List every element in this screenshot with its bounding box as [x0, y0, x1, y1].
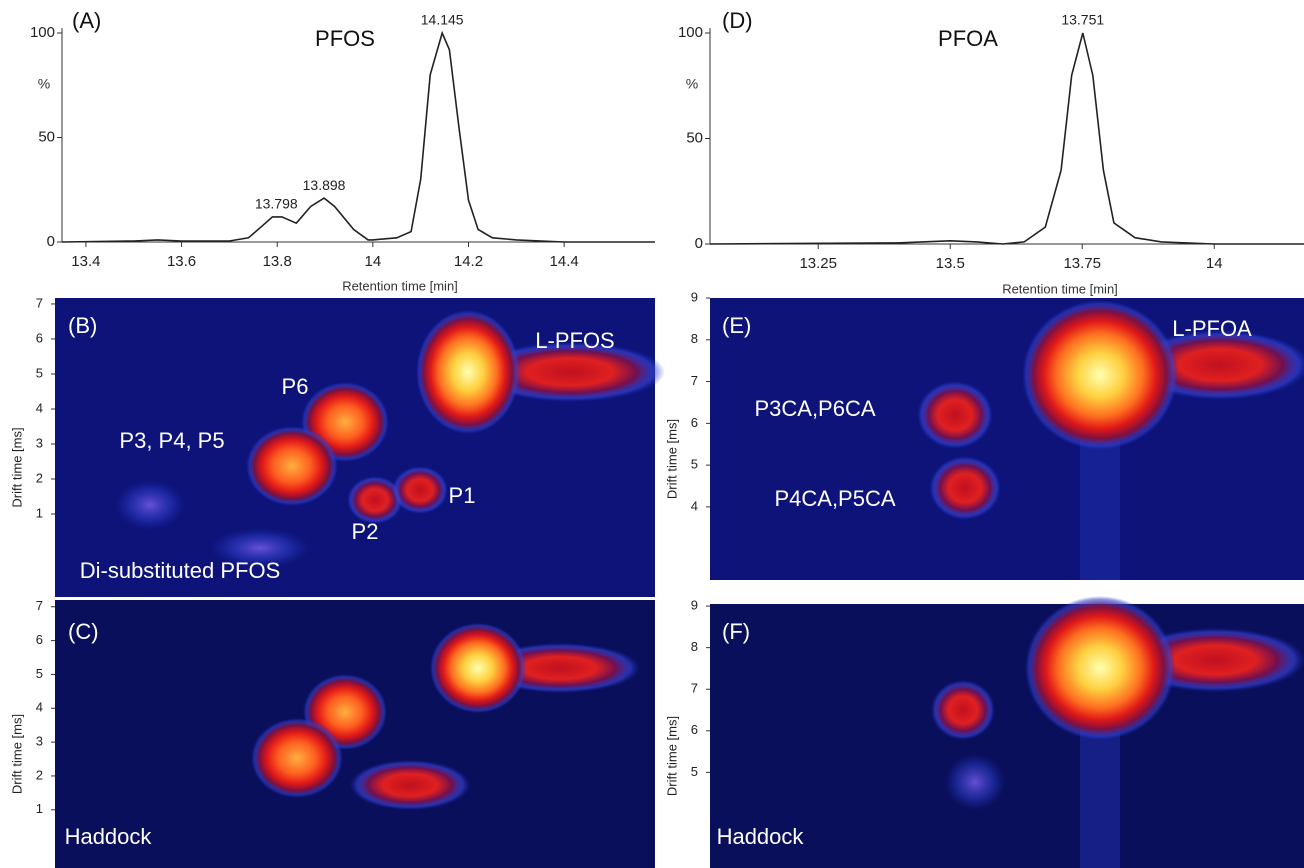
x-axis-label: Retention time [min]: [1002, 281, 1118, 296]
y-axis-label: Drift time [ms]: [9, 427, 24, 507]
y-axis-label: Drift time [ms]: [9, 714, 24, 794]
blob: [929, 456, 1001, 520]
blob: [251, 718, 343, 798]
y-tick-label: 7: [36, 598, 43, 613]
chromatogram-line: [61, 30, 655, 243]
chart-title: PFOS: [315, 26, 375, 51]
blob: [1022, 300, 1178, 450]
y-tick-label: 4: [36, 700, 43, 715]
y-tick-label: 6: [691, 722, 698, 737]
panel-label: (F): [722, 619, 750, 644]
panel-label: (E): [722, 313, 751, 338]
panel-label: (A): [72, 8, 101, 33]
heatmap-images: [55, 298, 1304, 868]
annotation: Di-substituted PFOS: [80, 558, 281, 583]
annotation: P1: [449, 483, 476, 508]
peak-label: 13.751: [1061, 12, 1104, 28]
y-tick-label: 2: [36, 767, 43, 782]
x-tick-label: 14.2: [454, 253, 483, 270]
x-tick-label: 13.75: [1063, 255, 1101, 272]
y-tick-label: 7: [691, 681, 698, 696]
blob: [392, 466, 448, 514]
annotation: P4CA,P5CA: [774, 486, 895, 511]
y-tick-label: 6: [36, 330, 43, 345]
blob: [416, 310, 520, 434]
chart-title: PFOA: [938, 26, 998, 51]
y-tick-label: 50: [686, 129, 703, 146]
y-tick-label: 1: [36, 801, 43, 816]
y-tick-label: 7: [691, 373, 698, 388]
annotation: L-PFOS: [535, 328, 614, 353]
x-tick-label: 14: [365, 253, 382, 270]
x-tick-label: 14: [1206, 255, 1223, 272]
peak-label: 13.898: [303, 177, 346, 193]
blob: [931, 680, 995, 740]
y-tick-label: 0: [695, 235, 703, 252]
annotation: P6: [282, 374, 309, 399]
annotation: Haddock: [717, 824, 805, 849]
y-tick-label: 0: [47, 233, 55, 250]
x-tick-label: 14.4: [550, 253, 579, 270]
x-tick-label: 13.25: [799, 255, 837, 272]
y-tick-label: 5: [691, 764, 698, 779]
annotation: Haddock: [65, 824, 153, 849]
panel-label: (C): [68, 619, 99, 644]
y-tick-label: 8: [691, 331, 698, 346]
blob: [475, 342, 665, 402]
blob: [430, 623, 526, 713]
x-axis-label: Retention time [min]: [342, 278, 458, 293]
y-tick-label: 6: [691, 415, 698, 430]
blob: [347, 476, 403, 524]
blob: [210, 528, 310, 568]
x-tick-label: 13.6: [167, 253, 196, 270]
annotation: P3CA,P6CA: [754, 396, 875, 421]
y-axis-label: %: [686, 76, 698, 92]
y-tick-label: 100: [30, 24, 55, 41]
y-tick-label: 100: [678, 24, 703, 41]
y-tick-label: 8: [691, 639, 698, 654]
annotation: L-PFOA: [1172, 316, 1252, 341]
y-tick-label: 50: [38, 128, 55, 145]
y-tick-label: 6: [36, 632, 43, 647]
y-axis-label: %: [38, 76, 50, 92]
y-tick-label: 5: [36, 666, 43, 681]
y-tick-label: 9: [691, 598, 698, 613]
peak-label: 13.798: [255, 196, 298, 212]
y-tick-label: 9: [691, 289, 698, 304]
blob: [945, 754, 1005, 810]
y-axis-label: Drift time [ms]: [664, 419, 679, 499]
y-tick-label: 1: [36, 505, 43, 520]
peak-label: 14.145: [421, 12, 464, 28]
y-tick-label: 3: [36, 435, 43, 450]
blob: [350, 760, 470, 810]
chromatogram-line: [709, 32, 1304, 245]
y-tick-label: 7: [36, 295, 43, 310]
blob: [917, 381, 993, 449]
panel-label: (D): [722, 8, 753, 33]
y-tick-label: 4: [691, 498, 698, 513]
streak: [1080, 720, 1120, 868]
blob: [246, 426, 338, 506]
annotation: P3, P4, P5: [119, 428, 224, 453]
y-tick-label: 5: [36, 365, 43, 380]
panel-label: (B): [68, 313, 97, 338]
x-tick-label: 13.4: [71, 253, 100, 270]
blob: [1025, 596, 1175, 740]
y-tick-label: 2: [36, 470, 43, 485]
y-tick-label: 3: [36, 734, 43, 749]
blob: [115, 480, 185, 530]
x-tick-label: 13.5: [936, 255, 965, 272]
annotation: P2: [352, 519, 379, 544]
y-tick-label: 5: [691, 457, 698, 472]
y-tick-label: 4: [36, 400, 43, 415]
y-axis-label: Drift time [ms]: [664, 716, 679, 796]
x-tick-label: 13.8: [263, 253, 292, 270]
